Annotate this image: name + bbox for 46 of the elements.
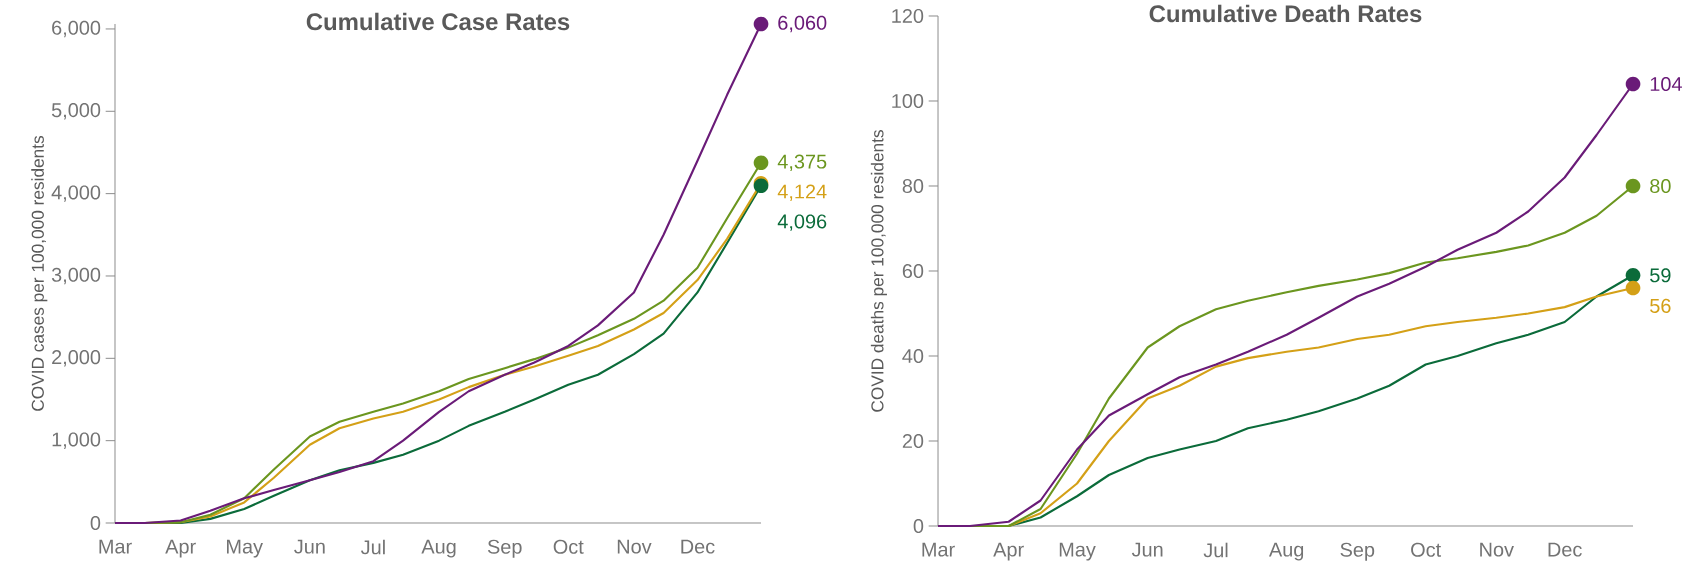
y-tick-label: 100 — [892, 93, 924, 109]
data-label: 104 — [1650, 76, 1682, 92]
y-tick-label: 2,000 — [52, 350, 101, 367]
x-tick-label: Apr — [993, 542, 1024, 561]
chart-title: Cumulative Death Rates — [1149, 4, 1422, 23]
x-tick-label: May — [227, 539, 263, 558]
x-tick-label: Mar — [99, 539, 132, 554]
chart-title: Cumulative Case Rates — [306, 12, 570, 31]
x-tick-label: Nov — [1480, 542, 1514, 557]
data-label: 4,375 — [777, 154, 827, 171]
y-tick-label: 3,000 — [51, 267, 101, 285]
y-tick-label: 60 — [902, 263, 924, 279]
data-label: 6,060 — [778, 15, 827, 33]
y-tick-label: 40 — [902, 348, 924, 364]
x-tick-label: Mar — [922, 542, 955, 557]
data-label: 4,096 — [777, 214, 827, 231]
y-tick-label: 120 — [892, 8, 924, 24]
y-tick-label: 20 — [902, 433, 924, 449]
x-tick-label: Nov — [617, 539, 652, 554]
y-tick-label: 6,000 — [52, 20, 101, 38]
x-tick-label: Jun — [294, 539, 325, 554]
y-tick-label: 80 — [902, 178, 924, 194]
x-tick-label: Sep — [1340, 542, 1375, 561]
x-tick-label: Dec — [681, 539, 715, 554]
y-tick-label: 5,000 — [51, 103, 101, 120]
data-label: 80 — [1650, 178, 1671, 194]
x-tick-label: Aug — [1268, 542, 1304, 561]
x-tick-label: Oct — [553, 539, 584, 554]
x-tick-label: Dec — [1548, 542, 1582, 557]
y-tick-label: 4,000 — [51, 185, 101, 202]
data-label: 56 — [1650, 298, 1671, 313]
x-tick-label: Sep — [487, 539, 522, 558]
y-tick-label: 0 — [913, 518, 924, 534]
x-tick-label: May — [1059, 542, 1096, 561]
data-label: 59 — [1650, 268, 1671, 283]
x-tick-label: Jul — [1203, 542, 1228, 558]
x-tick-label: Jun — [1131, 542, 1163, 557]
y-axis-title: COVID deaths per 100,000 residents — [870, 130, 887, 412]
x-tick-label: Oct — [1411, 542, 1442, 557]
x-tick-label: Apr — [165, 539, 196, 558]
y-tick-label: 1,000 — [52, 432, 101, 449]
x-tick-label: Aug — [421, 539, 456, 558]
y-tick-label: 0 — [90, 515, 101, 531]
y-axis-title: COVID cases per 100,000 residents — [31, 135, 48, 411]
x-tick-label: Jul — [360, 539, 385, 555]
data-label: 4,124 — [777, 184, 827, 201]
